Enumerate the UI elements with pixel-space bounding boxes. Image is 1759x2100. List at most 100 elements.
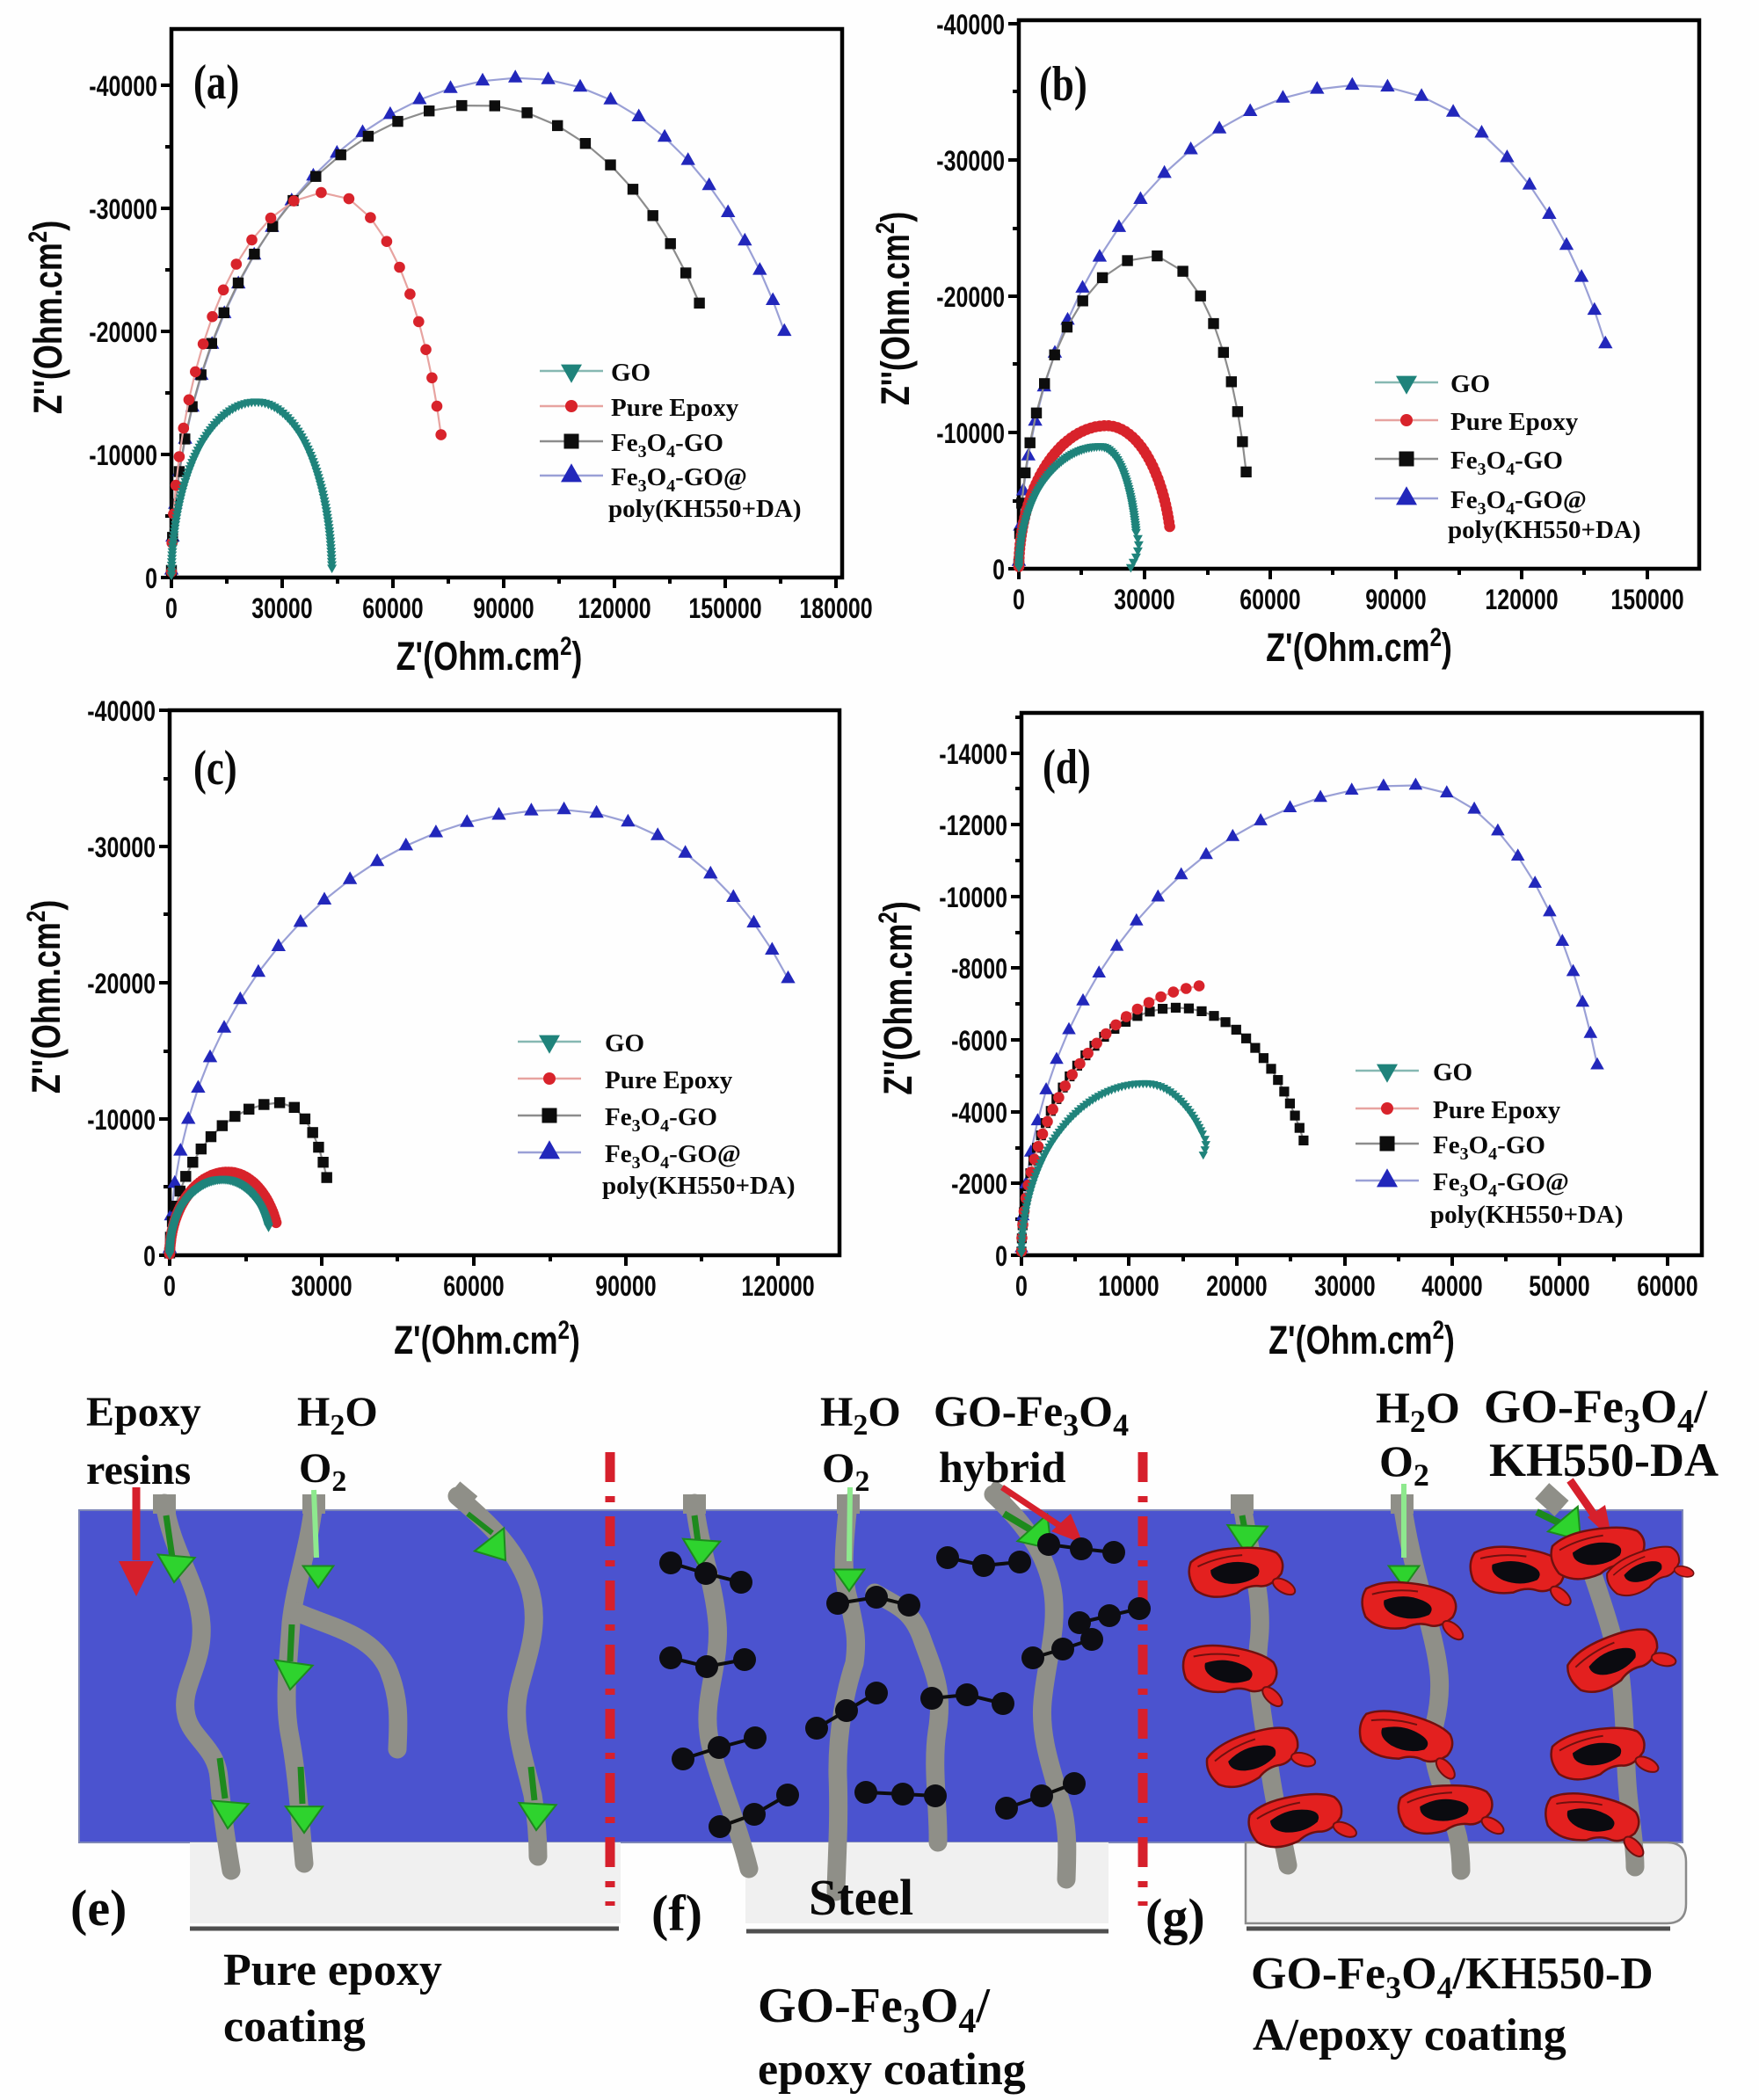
- svg-text:GO: GO: [1433, 1058, 1472, 1086]
- svg-text:H2​O: H2​O: [1376, 1383, 1460, 1439]
- svg-text:-20000: -20000: [89, 317, 157, 349]
- svg-text:epoxy coating: epoxy coating: [758, 2045, 1026, 2095]
- svg-text:120000: 120000: [741, 1271, 814, 1303]
- svg-text:(e): (e): [70, 1879, 127, 1937]
- svg-text:(d): (d): [1043, 739, 1091, 794]
- svg-text:resins: resins: [86, 1447, 191, 1493]
- svg-text:90000: 90000: [595, 1271, 656, 1303]
- svg-text:Fe3​O4​-GO@: Fe3​O4​-GO@: [1433, 1168, 1569, 1201]
- svg-text:0: 0: [1013, 585, 1025, 616]
- svg-text:(g): (g): [1145, 1888, 1205, 1945]
- svg-text:O2​: O2​: [299, 1445, 346, 1498]
- svg-text:30000: 30000: [251, 593, 312, 625]
- svg-text:GO: GO: [605, 1029, 644, 1057]
- svg-text:Pure Epoxy: Pure Epoxy: [1433, 1096, 1561, 1124]
- svg-text:-10000: -10000: [87, 1105, 156, 1137]
- svg-text:0: 0: [995, 1241, 1007, 1273]
- svg-text:40000: 40000: [1421, 1271, 1482, 1303]
- svg-text:30000: 30000: [291, 1271, 352, 1303]
- svg-text:Z'(Ohm.cm2​): Z'(Ohm.cm2​): [396, 630, 583, 679]
- svg-text:0: 0: [164, 1271, 176, 1303]
- svg-text:-2000: -2000: [951, 1169, 1007, 1201]
- svg-text:GO-Fe3​O4​/KH550-D: GO-Fe3​O4​/KH550-D: [1251, 1949, 1654, 2005]
- svg-text:-12000: -12000: [939, 810, 1007, 842]
- svg-text:0: 0: [145, 563, 157, 595]
- svg-text:150000: 150000: [688, 593, 761, 625]
- svg-text:(c): (c): [193, 740, 237, 795]
- svg-text:poly(KH550+DA): poly(KH550+DA): [608, 495, 802, 523]
- svg-text:Fe3​O4​-GO@: Fe3​O4​-GO@: [605, 1140, 741, 1173]
- svg-text:0: 0: [992, 555, 1005, 586]
- svg-text:60000: 60000: [1239, 585, 1300, 616]
- svg-text:GO-Fe3​O4​/: GO-Fe3​O4​/: [1484, 1380, 1708, 1440]
- svg-text:Steel: Steel: [809, 1869, 913, 1926]
- svg-text:GO-Fe3​O4​: GO-Fe3​O4​: [934, 1386, 1129, 1442]
- svg-text:GO: GO: [1450, 370, 1490, 398]
- svg-text:-30000: -30000: [936, 146, 1005, 178]
- svg-text:-20000: -20000: [936, 282, 1005, 314]
- svg-text:Fe3​O4​-GO: Fe3​O4​-GO: [611, 429, 723, 461]
- svg-text:-10000: -10000: [939, 883, 1007, 914]
- svg-text:poly(KH550+DA): poly(KH550+DA): [602, 1172, 796, 1200]
- svg-text:120000: 120000: [578, 593, 651, 625]
- svg-text:Epoxy: Epoxy: [86, 1389, 201, 1435]
- svg-text:GO-Fe3​O4​/: GO-Fe3​O4​/: [758, 1979, 991, 2040]
- svg-text:poly(KH550+DA): poly(KH550+DA): [1448, 516, 1641, 544]
- svg-text:-4000: -4000: [951, 1098, 1007, 1130]
- svg-text:Z''(Ohm.cm2​): Z''(Ohm.cm2​): [20, 900, 69, 1094]
- svg-text:Fe3​O4​-GO: Fe3​O4​-GO: [605, 1103, 717, 1136]
- svg-text:-40000: -40000: [936, 10, 1005, 41]
- svg-text:Fe3​O4​-GO: Fe3​O4​-GO: [1450, 447, 1563, 479]
- svg-text:0: 0: [143, 1241, 156, 1273]
- svg-text:O2​: O2​: [822, 1445, 869, 1498]
- svg-text:O2​: O2​: [1379, 1436, 1429, 1493]
- svg-text:60000: 60000: [362, 593, 423, 625]
- svg-text:-8000: -8000: [951, 954, 1007, 985]
- svg-text:KH550-DA: KH550-DA: [1489, 1434, 1719, 1486]
- svg-text:Fe3​O4​-GO@: Fe3​O4​-GO@: [611, 463, 747, 496]
- svg-text:60000: 60000: [1637, 1271, 1697, 1303]
- svg-text:-6000: -6000: [951, 1026, 1007, 1057]
- svg-text:Pure Epoxy: Pure Epoxy: [605, 1066, 733, 1094]
- svg-text:-10000: -10000: [89, 440, 157, 472]
- svg-text:-30000: -30000: [87, 832, 156, 864]
- svg-text:0: 0: [1015, 1271, 1028, 1303]
- svg-text:(f): (f): [651, 1885, 702, 1942]
- svg-text:90000: 90000: [473, 593, 534, 625]
- svg-text:Fe3​O4​-GO: Fe3​O4​-GO: [1433, 1131, 1545, 1164]
- svg-text:GO: GO: [611, 359, 651, 387]
- svg-text:150000: 150000: [1610, 585, 1683, 616]
- svg-text:(a): (a): [193, 54, 239, 109]
- svg-text:Z''(Ohm.cm2​): Z''(Ohm.cm2​): [22, 221, 70, 414]
- svg-text:Z'(Ohm.cm2​): Z'(Ohm.cm2​): [394, 1314, 580, 1362]
- svg-text:A/epoxy coating: A/epoxy coating: [1253, 2010, 1566, 2060]
- svg-text:-10000: -10000: [936, 418, 1005, 450]
- svg-text:-20000: -20000: [87, 969, 156, 1000]
- svg-text:20000: 20000: [1206, 1271, 1267, 1303]
- svg-text:60000: 60000: [443, 1271, 504, 1303]
- svg-text:-14000: -14000: [939, 739, 1007, 771]
- svg-text:Z'(Ohm.cm2​): Z'(Ohm.cm2​): [1266, 621, 1452, 670]
- svg-text:50000: 50000: [1529, 1271, 1589, 1303]
- svg-text:90000: 90000: [1365, 585, 1426, 616]
- svg-text:H2​O: H2​O: [297, 1389, 378, 1442]
- svg-text:hybrid: hybrid: [939, 1442, 1066, 1492]
- svg-text:120000: 120000: [1485, 585, 1558, 616]
- svg-text:Z'(Ohm.cm2​): Z'(Ohm.cm2​): [1268, 1314, 1455, 1362]
- svg-text:poly(KH550+DA): poly(KH550+DA): [1430, 1201, 1624, 1229]
- svg-text:H2​O: H2​O: [820, 1389, 901, 1442]
- svg-text:-40000: -40000: [87, 696, 156, 728]
- svg-text:(b): (b): [1039, 56, 1087, 111]
- svg-text:0: 0: [165, 593, 178, 625]
- svg-text:Pure Epoxy: Pure Epoxy: [1450, 408, 1579, 436]
- svg-text:-40000: -40000: [89, 71, 157, 103]
- svg-text:30000: 30000: [1314, 1271, 1375, 1303]
- svg-text:Pure Epoxy: Pure Epoxy: [611, 394, 739, 422]
- svg-text:180000: 180000: [799, 593, 872, 625]
- svg-text:Z''(Ohm.cm2​): Z''(Ohm.cm2​): [872, 901, 920, 1094]
- svg-text:coating: coating: [223, 2002, 366, 2052]
- svg-text:Z''(Ohm.cm2​): Z''(Ohm.cm2​): [869, 212, 918, 405]
- svg-text:Fe3​O4​-GO@: Fe3​O4​-GO@: [1450, 486, 1587, 519]
- svg-text:30000: 30000: [1114, 585, 1174, 616]
- svg-text:-30000: -30000: [89, 194, 157, 226]
